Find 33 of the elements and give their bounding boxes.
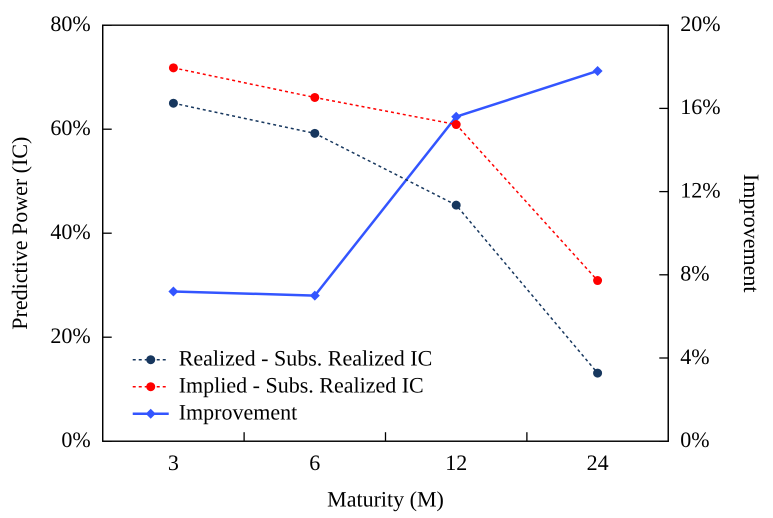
y2-axis-title: Improvement — [739, 174, 764, 292]
x-tick-label: 3 — [168, 450, 179, 476]
y-tick-label: 40% — [50, 218, 91, 244]
point — [593, 368, 602, 378]
point — [168, 286, 178, 296]
point — [592, 66, 603, 76]
y-tick-label: 0% — [61, 426, 91, 452]
point — [168, 98, 178, 108]
point — [310, 290, 320, 301]
y-tick-label: 80% — [50, 10, 91, 36]
point — [168, 63, 178, 72]
y-axis-title: Predictive Power (IC) — [6, 136, 32, 330]
y2-tick-label: 16% — [680, 94, 721, 120]
point — [452, 120, 461, 130]
legend-label: Implied - Subs. Realized IC — [178, 372, 424, 398]
y2-tick-label: 4% — [680, 344, 710, 369]
y2-tick-label: 12% — [680, 177, 721, 202]
legend-label: Improvement — [178, 399, 298, 424]
x-axis-title: Maturity (M) — [327, 486, 444, 512]
y2-tick-label: 20% — [680, 10, 721, 36]
legend-label: Realized - Subs. Realized IC — [178, 345, 432, 370]
point — [452, 200, 461, 210]
x-tick-label: 6 — [309, 450, 320, 476]
point — [310, 128, 320, 138]
point — [310, 92, 320, 102]
point — [593, 276, 602, 286]
y-tick-label: 20% — [50, 322, 91, 348]
point — [451, 112, 462, 122]
x-tick-label: 12 — [445, 450, 468, 476]
y2-tick-label: 0% — [680, 426, 710, 452]
x-tick-label: 24 — [586, 450, 609, 476]
y-tick-label: 60% — [50, 114, 91, 140]
y2-tick-label: 8% — [680, 260, 710, 286]
